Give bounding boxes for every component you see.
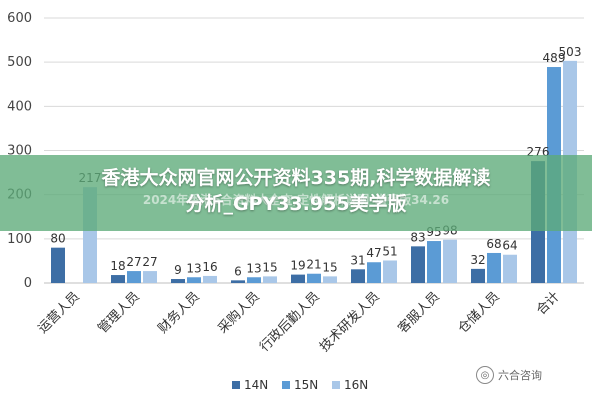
bar-16N bbox=[383, 260, 397, 283]
y-tick-label: 100 bbox=[7, 232, 32, 247]
data-label: 15 bbox=[262, 260, 277, 274]
data-label: 31 bbox=[350, 253, 365, 267]
x-tick-label: 技术研发人员 bbox=[316, 289, 382, 355]
y-tick-label: 300 bbox=[7, 144, 32, 159]
x-tick-label: 管理人员 bbox=[95, 289, 142, 336]
data-label: 9 bbox=[174, 263, 182, 277]
bar-15N bbox=[367, 262, 381, 283]
legend-label: 14N bbox=[244, 378, 268, 392]
watermark: ◎ 六合咨询 bbox=[476, 364, 586, 386]
data-label: 503 bbox=[559, 45, 582, 59]
bar-15N bbox=[427, 241, 441, 283]
x-tick-label: 运营人员 bbox=[35, 289, 82, 336]
bar-15N bbox=[487, 252, 501, 283]
y-tick-label: 400 bbox=[7, 99, 32, 114]
data-label: 489 bbox=[543, 51, 566, 65]
overlay-title: 香港大众网官网公开资料335期,科学数据解读 分析_GPY33.955美学版 bbox=[0, 165, 592, 217]
x-tick-label: 采购人员 bbox=[215, 289, 263, 337]
bar-15N bbox=[247, 277, 261, 283]
bar-16N bbox=[263, 276, 277, 283]
bar-14N bbox=[111, 275, 125, 283]
data-label: 16 bbox=[202, 260, 217, 274]
wechat-icon: ◎ bbox=[476, 366, 494, 384]
bar-14N bbox=[351, 269, 365, 283]
bar-16N bbox=[143, 271, 157, 283]
x-tick-label: 行政后勤人员 bbox=[257, 289, 323, 355]
overlay-title-line2: 分析_GPY33.955美学版 bbox=[185, 193, 407, 215]
bar-15N bbox=[307, 273, 321, 283]
data-label: 80 bbox=[50, 232, 65, 246]
bar-15N bbox=[127, 271, 141, 283]
bar-16N bbox=[443, 239, 457, 283]
data-label: 64 bbox=[502, 239, 517, 253]
legend-swatch-16N bbox=[332, 381, 340, 389]
bar-15N bbox=[187, 277, 201, 283]
data-label: 19 bbox=[290, 259, 305, 273]
data-label: 15 bbox=[322, 260, 337, 274]
x-tick-label: 客服人员 bbox=[395, 289, 443, 337]
legend-label: 15N bbox=[294, 378, 318, 392]
legend-label: 16N bbox=[344, 378, 368, 392]
legend: 14N 15N 16N bbox=[232, 378, 368, 392]
x-tick-label: 财务人员 bbox=[155, 289, 203, 337]
legend-swatch-15N bbox=[282, 381, 290, 389]
data-label: 68 bbox=[486, 237, 501, 251]
x-tick-label: 仓储人员 bbox=[455, 289, 502, 336]
bar-14N bbox=[471, 268, 485, 283]
bar-16N bbox=[323, 276, 337, 283]
data-label: 27 bbox=[142, 255, 157, 269]
bar-16N bbox=[503, 254, 517, 283]
data-label: 13 bbox=[186, 261, 201, 275]
watermark-text: 六合咨询 bbox=[498, 369, 542, 382]
legend-swatch-14N bbox=[232, 381, 240, 389]
y-tick-label: 600 bbox=[7, 11, 32, 26]
y-tick-label: 500 bbox=[7, 55, 32, 70]
bar-14N bbox=[171, 279, 185, 283]
data-label: 18 bbox=[110, 259, 125, 273]
data-label: 13 bbox=[246, 261, 261, 275]
bar-14N bbox=[231, 280, 245, 283]
y-tick-label: 0 bbox=[24, 276, 32, 291]
overlay-title-line1: 香港大众网官网公开资料335期,科学数据解读 bbox=[101, 167, 491, 189]
bar-14N bbox=[411, 246, 425, 283]
data-label: 21 bbox=[306, 258, 321, 272]
overlay-subtitle: 2024年香港6合资料大全查,定性解析说明_增强版34.26 bbox=[142, 193, 450, 207]
data-label: 47 bbox=[366, 246, 381, 260]
x-tick-label: 合计 bbox=[534, 289, 563, 318]
data-label: 51 bbox=[382, 244, 397, 258]
bar-14N bbox=[51, 247, 65, 283]
bar-14N bbox=[291, 274, 305, 283]
data-label: 27 bbox=[126, 255, 141, 269]
overlay-banner bbox=[0, 155, 592, 231]
bar-16N bbox=[203, 275, 217, 283]
data-label: 32 bbox=[470, 253, 485, 267]
data-label: 6 bbox=[234, 264, 242, 278]
data-label: 83 bbox=[410, 230, 425, 244]
